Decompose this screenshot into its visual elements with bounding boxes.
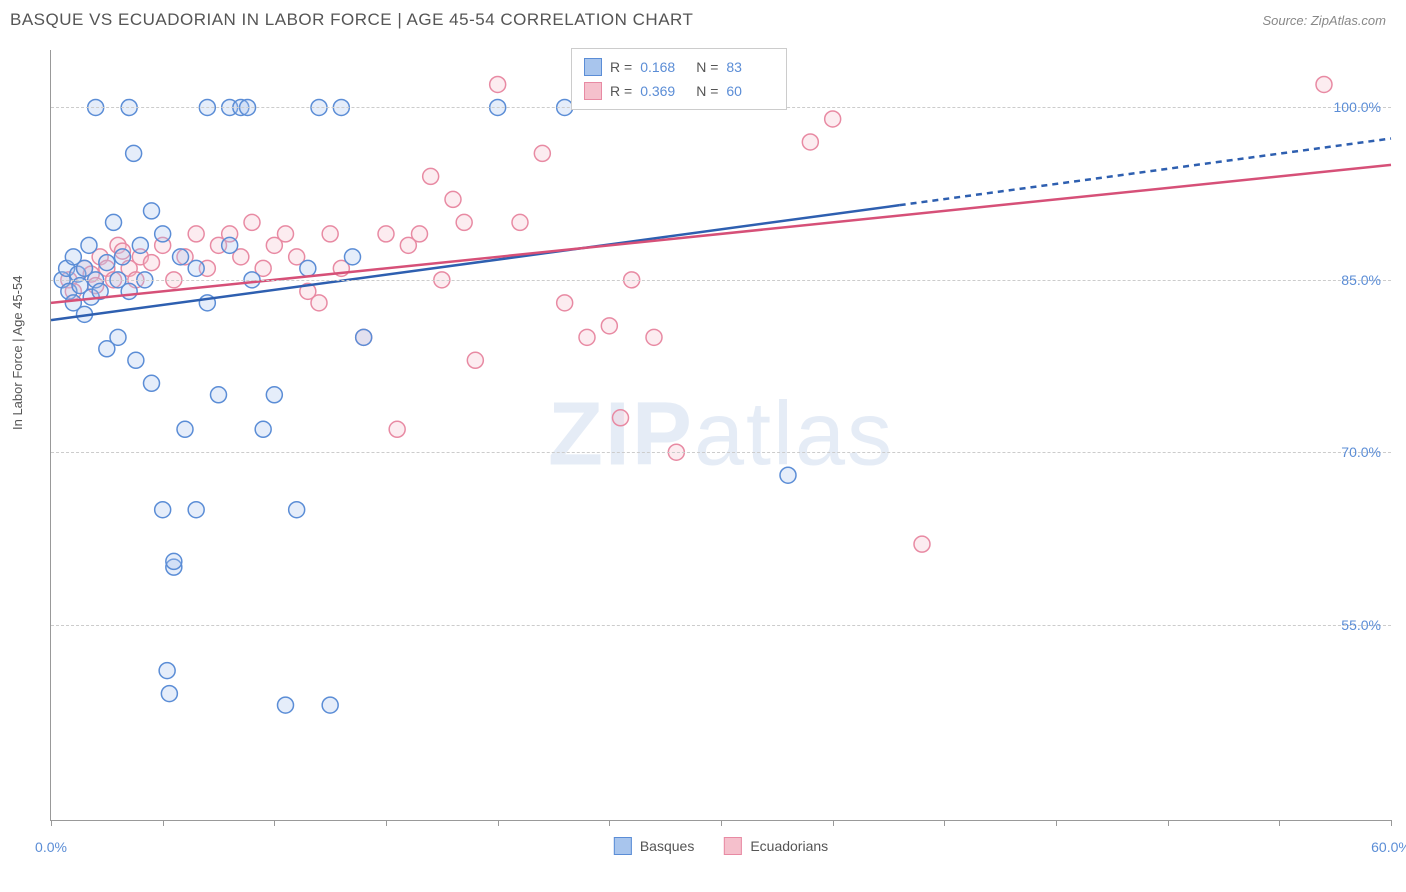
- x-tick: [163, 820, 164, 826]
- y-tick-label: 70.0%: [1341, 444, 1381, 460]
- ecuadorians-swatch-icon: [724, 837, 742, 855]
- x-tick: [386, 820, 387, 826]
- x-tick: [721, 820, 722, 826]
- gridline: [51, 280, 1391, 281]
- y-axis-label: In Labor Force | Age 45-54: [10, 276, 25, 430]
- x-tick: [498, 820, 499, 826]
- gridline: [51, 625, 1391, 626]
- series-legend: Basques Ecuadorians: [614, 837, 828, 855]
- x-tick: [1391, 820, 1392, 826]
- legend-row-basques: R = 0.168 N = 83: [584, 55, 774, 79]
- legend-item-ecuadorians: Ecuadorians: [724, 837, 828, 855]
- basques-n-value: 83: [726, 59, 774, 75]
- x-tick: [1168, 820, 1169, 826]
- gridline: [51, 452, 1391, 453]
- x-tick-label: 0.0%: [35, 839, 67, 855]
- legend-item-basques: Basques: [614, 837, 694, 855]
- ecuadorians-color-box: [584, 82, 602, 100]
- chart-plot-area: ZIPatlas R = 0.168 N = 83 R = 0.369 N = …: [50, 50, 1391, 821]
- x-tick: [1056, 820, 1057, 826]
- y-tick-label: 85.0%: [1341, 272, 1381, 288]
- y-tick-label: 100.0%: [1334, 99, 1381, 115]
- basques-swatch-icon: [614, 837, 632, 855]
- x-tick: [1279, 820, 1280, 826]
- x-tick: [609, 820, 610, 826]
- x-tick: [274, 820, 275, 826]
- x-tick: [944, 820, 945, 826]
- basques-r-value: 0.168: [640, 59, 688, 75]
- legend-row-ecuadorians: R = 0.369 N = 60: [584, 79, 774, 103]
- basques-color-box: [584, 58, 602, 76]
- y-tick-label: 55.0%: [1341, 617, 1381, 633]
- scatter-plot-svg: [51, 50, 1391, 820]
- x-tick: [51, 820, 52, 826]
- correlation-legend: R = 0.168 N = 83 R = 0.369 N = 60: [571, 48, 787, 110]
- x-tick-label: 60.0%: [1371, 839, 1406, 855]
- source-attribution: Source: ZipAtlas.com: [1262, 13, 1386, 28]
- chart-title: BASQUE VS ECUADORIAN IN LABOR FORCE | AG…: [10, 10, 693, 30]
- x-tick: [833, 820, 834, 826]
- ecuadorians-n-value: 60: [726, 83, 774, 99]
- ecuadorians-r-value: 0.369: [640, 83, 688, 99]
